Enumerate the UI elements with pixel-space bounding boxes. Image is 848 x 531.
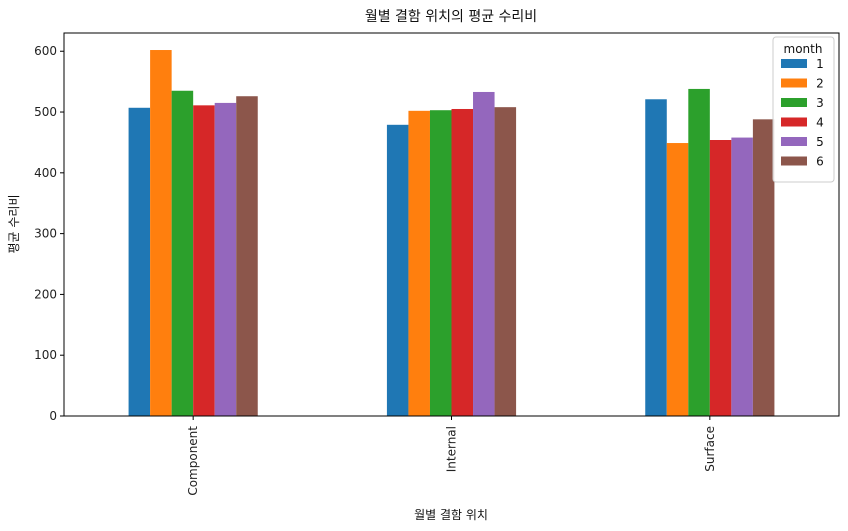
y-tick-label: 400 xyxy=(34,166,57,180)
legend-label-month-6: 6 xyxy=(816,155,824,169)
legend: month 1 2 3 4 5 6 xyxy=(772,36,835,183)
bar-surface-month-6 xyxy=(752,119,775,416)
x-axis-label: 월별 결함 위치 xyxy=(414,508,488,522)
bar-surface-month-2 xyxy=(666,143,689,417)
x-tick-label-component: Component xyxy=(186,426,200,496)
y-tick-label: 0 xyxy=(49,409,57,423)
legend-swatch-month-1 xyxy=(781,59,807,68)
bar-surface-month-1 xyxy=(645,99,667,417)
legend-swatch-month-5 xyxy=(781,137,807,146)
bar-internal-month-5 xyxy=(473,91,495,416)
x-axis: Component Internal Surface xyxy=(186,416,717,496)
y-axis: 0 100 200 300 400 500 600 xyxy=(34,44,64,423)
y-axis-label: 평균 수리비 xyxy=(7,194,21,253)
chart-title: 월별 결함 위치의 평균 수리비 xyxy=(365,9,537,25)
x-tick-label-internal: Internal xyxy=(445,426,459,472)
y-tick-label: 600 xyxy=(34,44,57,58)
bar-surface-month-5 xyxy=(731,137,753,416)
bar-component-month-5 xyxy=(214,102,237,416)
bars-layer xyxy=(128,50,775,417)
bar-surface-month-4 xyxy=(709,140,732,416)
bar-component-month-1 xyxy=(128,107,151,416)
bar-component-month-4 xyxy=(193,105,215,416)
bar-internal-month-2 xyxy=(408,110,430,416)
y-tick-label: 100 xyxy=(34,348,57,362)
y-tick-label: 300 xyxy=(34,227,57,241)
y-tick-label: 500 xyxy=(34,105,57,119)
plot-frame xyxy=(63,32,840,417)
legend-label-month-1: 1 xyxy=(816,57,824,71)
bar-internal-month-4 xyxy=(451,108,474,417)
bar-internal-month-6 xyxy=(494,107,517,417)
legend-label-month-4: 4 xyxy=(816,116,824,130)
legend-swatch-month-2 xyxy=(781,78,807,88)
bar-component-month-6 xyxy=(236,96,258,416)
bar-internal-month-1 xyxy=(386,124,409,417)
bar-surface-month-3 xyxy=(688,88,710,417)
bar-internal-month-3 xyxy=(429,110,452,417)
legend-label-month-2: 2 xyxy=(816,77,824,91)
legend-swatch-month-3 xyxy=(781,98,807,107)
bar-component-month-2 xyxy=(150,50,172,417)
legend-swatch-month-4 xyxy=(781,117,807,127)
legend-label-month-3: 3 xyxy=(816,96,824,110)
bar-component-month-3 xyxy=(171,90,194,416)
legend-title: month xyxy=(784,42,823,56)
x-tick-label-surface: Surface xyxy=(703,426,717,472)
legend-items: 1 2 3 4 5 6 xyxy=(781,57,824,169)
legend-label-month-5: 5 xyxy=(816,135,824,149)
y-tick-label: 200 xyxy=(34,287,57,301)
legend-swatch-month-6 xyxy=(781,156,807,166)
